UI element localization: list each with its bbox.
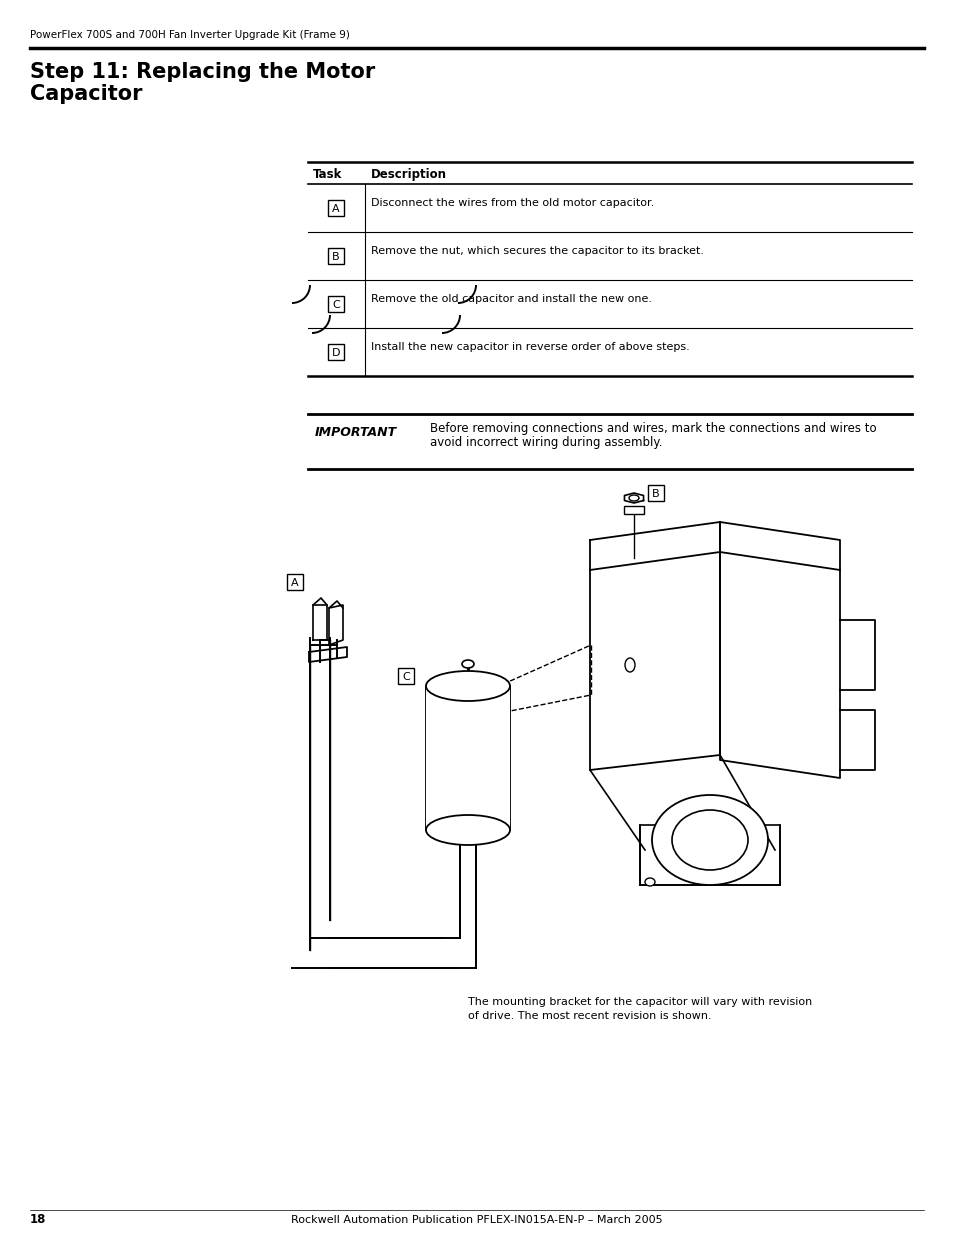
Text: The mounting bracket for the capacitor will vary with revision: The mounting bracket for the capacitor w… bbox=[468, 997, 811, 1007]
Text: Capacitor: Capacitor bbox=[30, 84, 142, 104]
Text: Description: Description bbox=[371, 168, 447, 182]
Text: C: C bbox=[332, 300, 339, 310]
Text: avoid incorrect wiring during assembly.: avoid incorrect wiring during assembly. bbox=[430, 436, 661, 450]
Text: D: D bbox=[332, 348, 340, 358]
Text: A: A bbox=[291, 578, 298, 588]
Bar bbox=[426, 685, 510, 830]
Ellipse shape bbox=[671, 810, 747, 869]
Ellipse shape bbox=[461, 659, 474, 668]
Text: IMPORTANT: IMPORTANT bbox=[314, 426, 396, 438]
Text: Disconnect the wires from the old motor capacitor.: Disconnect the wires from the old motor … bbox=[371, 198, 654, 207]
Bar bbox=[328, 248, 344, 264]
Text: Remove the nut, which secures the capacitor to its bracket.: Remove the nut, which secures the capaci… bbox=[371, 246, 703, 256]
Text: Install the new capacitor in reverse order of above steps.: Install the new capacitor in reverse ord… bbox=[371, 342, 689, 352]
Text: PowerFlex 700S and 700H Fan Inverter Upgrade Kit (Frame 9): PowerFlex 700S and 700H Fan Inverter Upg… bbox=[30, 30, 350, 40]
Text: 18: 18 bbox=[30, 1213, 47, 1226]
Text: Remove the old capacitor and install the new one.: Remove the old capacitor and install the… bbox=[371, 294, 651, 304]
Ellipse shape bbox=[644, 878, 655, 885]
Bar bbox=[287, 574, 303, 590]
Text: B: B bbox=[652, 489, 659, 499]
Bar bbox=[328, 345, 344, 359]
Ellipse shape bbox=[426, 671, 510, 701]
Text: Task: Task bbox=[313, 168, 342, 182]
Text: of drive. The most recent revision is shown.: of drive. The most recent revision is sh… bbox=[468, 1011, 711, 1021]
Bar bbox=[623, 506, 643, 514]
Bar bbox=[328, 296, 344, 312]
Text: Rockwell Automation Publication PFLEX-IN015A-EN-P – March 2005: Rockwell Automation Publication PFLEX-IN… bbox=[291, 1215, 662, 1225]
Ellipse shape bbox=[624, 658, 635, 672]
Ellipse shape bbox=[426, 815, 510, 845]
Text: Before removing connections and wires, mark the connections and wires to: Before removing connections and wires, m… bbox=[430, 422, 876, 435]
Bar bbox=[328, 200, 344, 216]
Bar bbox=[647, 485, 663, 501]
Bar bbox=[639, 825, 780, 885]
Ellipse shape bbox=[628, 495, 639, 501]
Text: A: A bbox=[332, 204, 339, 214]
Text: C: C bbox=[402, 672, 410, 682]
Ellipse shape bbox=[651, 795, 767, 885]
Text: B: B bbox=[332, 252, 339, 262]
Text: Step 11: Replacing the Motor: Step 11: Replacing the Motor bbox=[30, 62, 375, 82]
Bar bbox=[397, 668, 414, 684]
